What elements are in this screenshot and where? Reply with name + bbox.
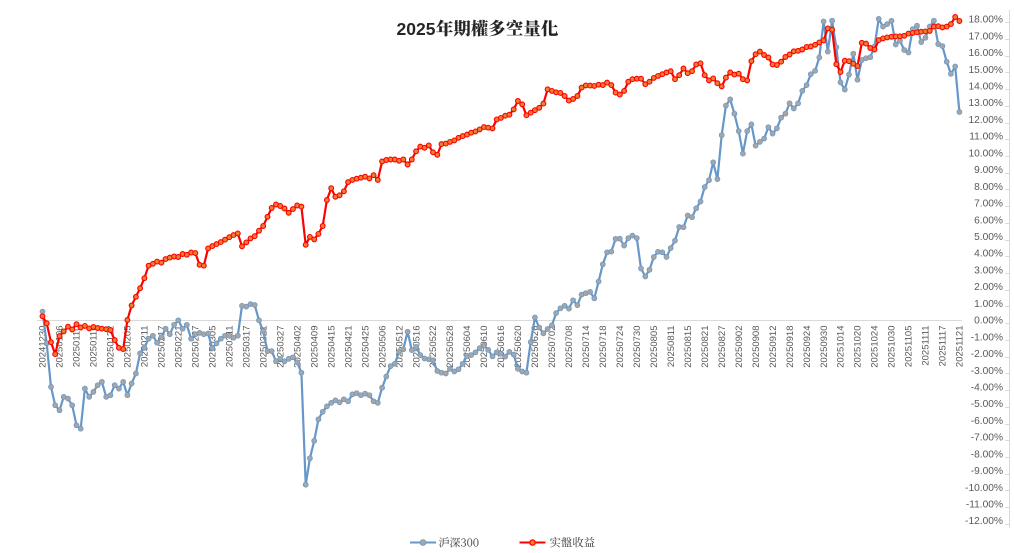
svg-text:20250626: 20250626 (530, 326, 541, 368)
svg-text:2.00%: 2.00% (974, 282, 1003, 293)
svg-text:3.00%: 3.00% (974, 265, 1003, 276)
svg-text:5.00%: 5.00% (974, 232, 1003, 243)
svg-text:20250811: 20250811 (666, 326, 677, 368)
svg-text:15.00%: 15.00% (968, 65, 1003, 76)
svg-text:20250714: 20250714 (581, 326, 592, 368)
svg-text:20250217: 20250217 (157, 326, 168, 368)
svg-text:-3.00%: -3.00% (971, 366, 1003, 377)
svg-text:20250425: 20250425 (360, 326, 371, 368)
svg-text:20250730: 20250730 (632, 326, 643, 368)
svg-text:4.00%: 4.00% (974, 249, 1003, 260)
svg-text:12.00%: 12.00% (968, 115, 1003, 126)
svg-text:1.00%: 1.00% (974, 299, 1003, 310)
svg-text:13.00%: 13.00% (968, 98, 1003, 109)
svg-text:20241230: 20241230 (38, 326, 49, 368)
svg-text:20251014: 20251014 (836, 326, 847, 368)
svg-text:20250604: 20250604 (462, 326, 473, 368)
svg-text:20250317: 20250317 (242, 326, 253, 368)
svg-text:20251121: 20251121 (955, 326, 966, 368)
svg-text:20250512: 20250512 (394, 326, 405, 368)
svg-text:20250221: 20250221 (174, 326, 185, 368)
svg-text:2025: 2025 (397, 19, 436, 39)
svg-text:20250409: 20250409 (309, 326, 320, 368)
svg-text:20250918: 20250918 (785, 326, 796, 368)
svg-text:20250506: 20250506 (377, 326, 388, 368)
svg-text:17.00%: 17.00% (968, 31, 1003, 42)
svg-text:-12.00%: -12.00% (965, 516, 1003, 527)
svg-text:20250528: 20250528 (445, 326, 456, 368)
svg-text:20250620: 20250620 (513, 326, 524, 368)
svg-text:20250106: 20250106 (55, 326, 66, 368)
svg-text:10.00%: 10.00% (968, 148, 1003, 159)
svg-text:20250821: 20250821 (700, 326, 711, 368)
svg-text:-10.00%: -10.00% (965, 483, 1003, 494)
svg-text:20250708: 20250708 (564, 326, 575, 368)
svg-text:11.00%: 11.00% (969, 132, 1003, 143)
svg-text:20250227: 20250227 (191, 326, 202, 368)
svg-text:20250421: 20250421 (343, 326, 354, 368)
svg-text:20250724: 20250724 (615, 326, 626, 368)
svg-text:20250827: 20250827 (717, 326, 728, 368)
svg-text:20250924: 20250924 (802, 326, 813, 368)
svg-text:20250702: 20250702 (547, 326, 558, 368)
svg-text:20251030: 20251030 (887, 326, 898, 368)
svg-text:-7.00%: -7.00% (971, 433, 1003, 444)
svg-text:20250912: 20250912 (768, 326, 779, 368)
svg-text:16.00%: 16.00% (968, 48, 1003, 59)
svg-text:20251105: 20251105 (904, 326, 915, 368)
svg-text:-2.00%: -2.00% (971, 349, 1003, 360)
svg-text:14.00%: 14.00% (968, 82, 1003, 93)
svg-text:20250415: 20250415 (326, 326, 337, 368)
svg-text:20250908: 20250908 (751, 326, 762, 368)
svg-text:-6.00%: -6.00% (971, 416, 1003, 427)
svg-text:20250718: 20250718 (598, 326, 609, 368)
svg-text:20251024: 20251024 (870, 326, 881, 368)
svg-text:20251117: 20251117 (938, 326, 949, 367)
svg-text:20250205: 20250205 (123, 326, 134, 368)
svg-text:6.00%: 6.00% (974, 215, 1003, 226)
svg-text:18.00%: 18.00% (968, 15, 1003, 26)
svg-text:8.00%: 8.00% (974, 182, 1003, 193)
svg-text:20250327: 20250327 (275, 326, 286, 368)
svg-text:20250815: 20250815 (683, 326, 694, 368)
svg-text:20250110: 20250110 (72, 326, 83, 368)
svg-text:9.00%: 9.00% (974, 165, 1003, 176)
svg-text:-4.00%: -4.00% (971, 383, 1003, 394)
svg-text:20250930: 20250930 (819, 326, 830, 368)
svg-text:20250116: 20250116 (89, 326, 100, 368)
svg-text:20251020: 20251020 (853, 326, 864, 368)
svg-text:-9.00%: -9.00% (971, 466, 1003, 477)
svg-text:0.00%: 0.00% (974, 316, 1003, 327)
svg-text:20250402: 20250402 (292, 326, 303, 368)
svg-text:-5.00%: -5.00% (971, 399, 1003, 410)
svg-text:-1.00%: -1.00% (971, 332, 1003, 343)
svg-text:-8.00%: -8.00% (971, 449, 1003, 460)
svg-text:20250616: 20250616 (496, 325, 507, 367)
svg-text:7.00%: 7.00% (974, 199, 1003, 210)
svg-text:20250902: 20250902 (734, 326, 745, 368)
svg-text:20251111: 20251111 (921, 326, 932, 366)
svg-text:-11.00%: -11.00% (966, 500, 1003, 511)
svg-text:20250311: 20250311 (225, 326, 236, 368)
svg-text:20250122: 20250122 (106, 326, 117, 368)
svg-text:20250321: 20250321 (258, 326, 269, 368)
svg-text:20250522: 20250522 (428, 326, 439, 368)
svg-text:20250805: 20250805 (649, 326, 660, 368)
